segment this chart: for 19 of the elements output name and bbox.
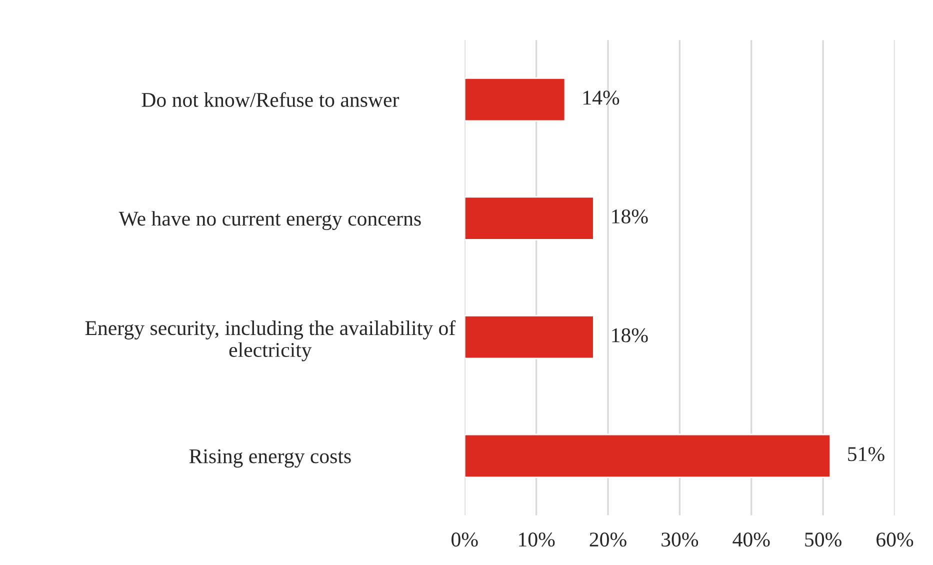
bar (464, 315, 594, 360)
y-tick-label: Rising energy costs (189, 449, 351, 468)
x-tick-label: 40% (732, 532, 770, 547)
x-tick-label: 50% (805, 532, 842, 547)
data-label: 51% (848, 447, 884, 462)
data-label: 14% (583, 90, 620, 105)
x-tick-label: 60% (876, 532, 914, 547)
y-tick-label: We have no current energy concerns (118, 211, 421, 230)
bar (464, 196, 594, 240)
bar (464, 77, 566, 122)
x-tick-label: 20% (590, 532, 626, 547)
x-tick-label: 10% (519, 532, 555, 547)
bar (464, 434, 831, 478)
y-tick-label: Do not know/Refuse to answer (142, 92, 400, 107)
data-label: 18% (612, 328, 648, 342)
data-label: 18% (612, 209, 648, 224)
x-tick-label: 30% (662, 532, 698, 547)
y-tick-label: Energy security, including the availability of electricity (85, 320, 456, 362)
x-tick-label: 0% (452, 532, 478, 547)
